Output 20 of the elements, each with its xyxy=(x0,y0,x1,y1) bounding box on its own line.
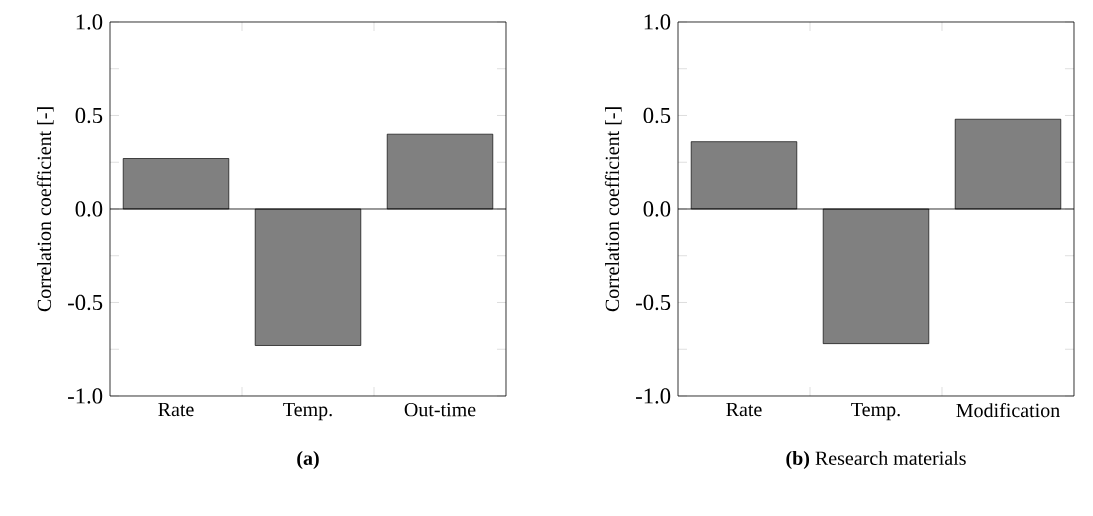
x-tick-label: Modification xyxy=(956,402,1060,418)
text: (b) Research materials xyxy=(786,450,966,470)
x-tick-label: Temp. xyxy=(851,402,900,421)
y-tick-label: 0.0 xyxy=(643,201,671,217)
y-axis-title: Correlation coefficient [-] xyxy=(36,107,54,312)
x-tick-label: Rate xyxy=(726,402,762,417)
y-tick-label: -1.0 xyxy=(68,388,103,404)
y-tick-label: 1.0 xyxy=(76,14,103,30)
text: (a) xyxy=(297,450,319,470)
x-tick-label: Temp. xyxy=(283,402,332,421)
y-axis-title: Correlation coefficient [-] xyxy=(604,107,622,312)
y-tick-label: -1.0 xyxy=(636,388,671,404)
y-tick-label: -0.5 xyxy=(68,294,103,311)
y-tick-label: -0.5 xyxy=(636,294,671,311)
x-tick-label: Out-time xyxy=(404,402,476,417)
x-tick-label: Rate xyxy=(158,402,194,417)
y-tick-label: 0.0 xyxy=(75,201,103,217)
y-tick-label: 0.5 xyxy=(75,107,103,124)
y-tick-label: 0.5 xyxy=(643,107,671,124)
y-tick-label: 1.0 xyxy=(644,14,671,30)
